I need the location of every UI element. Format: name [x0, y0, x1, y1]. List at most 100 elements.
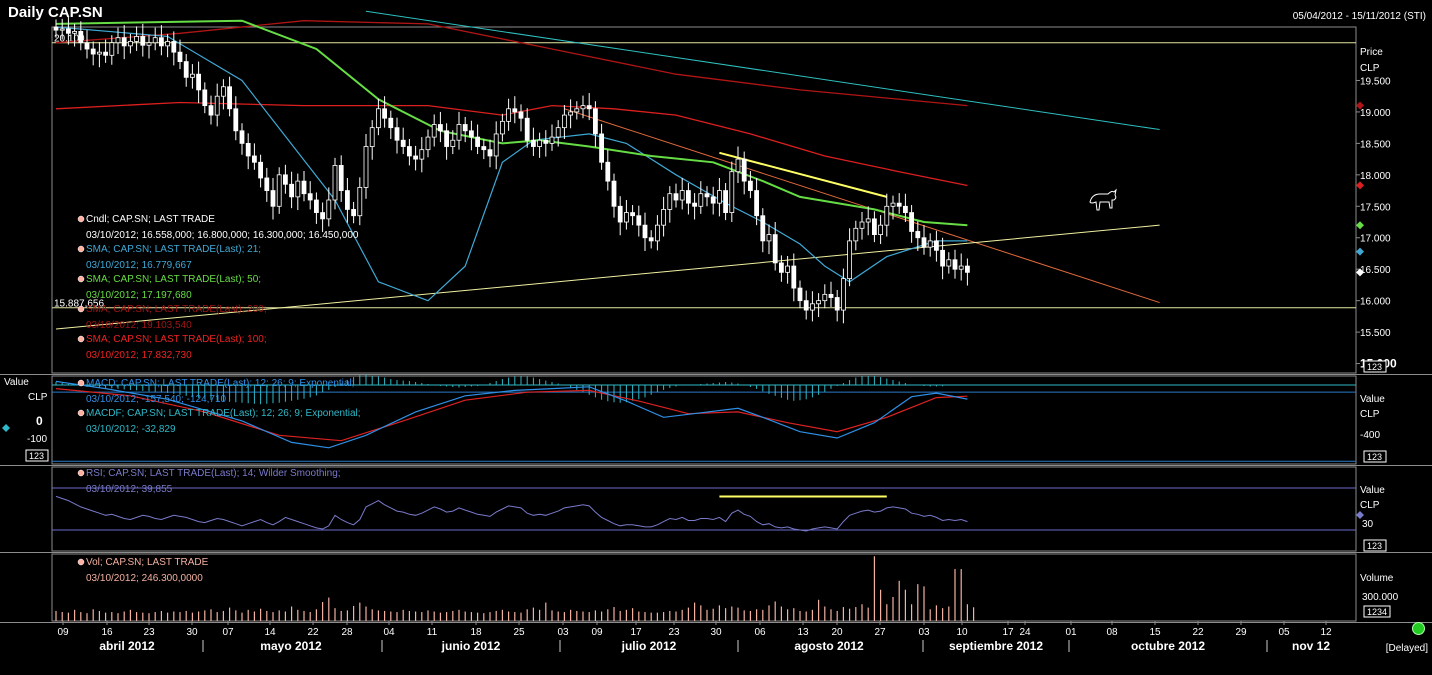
candle-body — [140, 36, 146, 46]
x-tick-label: 18 — [470, 627, 482, 638]
month-label: nov 12 — [1292, 639, 1330, 653]
x-tick-label: 23 — [668, 627, 680, 638]
price-legend-title: SMA; CAP.SN; LAST TRADE(Last); 50; — [86, 274, 261, 285]
volume-panel[interactable]: Volume 300.000 1234 — [55, 556, 1399, 621]
candle-body — [673, 193, 679, 201]
x-tick-label: 05 — [1278, 627, 1290, 638]
macd-left-zero: 0 — [36, 414, 43, 428]
x-tick-label: 04 — [383, 627, 395, 638]
price-panel[interactable]: 19.500 19.000 18.500 18.000 17.500 17.000 16.5… — [52, 10, 1397, 373]
x-tick-label: 17 — [630, 627, 642, 638]
candle-body — [239, 130, 245, 144]
chart-title: Daily CAP.SN — [8, 4, 103, 21]
candle-body — [884, 205, 890, 226]
candle-body — [66, 28, 71, 34]
candle-body — [183, 61, 189, 78]
candle-body — [946, 259, 952, 267]
price-ytick-label: 16.500 — [1360, 265, 1391, 276]
price-ytick-label: 15.500 — [1360, 328, 1391, 339]
candle-body — [859, 221, 865, 229]
volume-right-title: Volume — [1360, 573, 1394, 584]
sma100-line — [55, 101, 968, 187]
candle-body — [444, 130, 450, 147]
x-tick-label: 09 — [57, 627, 69, 638]
candle-body — [692, 202, 697, 207]
price-legend-values: 03/10/2012; 19.103,540 — [86, 320, 192, 331]
candle-body — [828, 293, 834, 298]
candle-body — [208, 105, 214, 116]
candle-body — [462, 124, 468, 132]
candle-body — [301, 180, 307, 195]
date-range: 05/04/2012 - 15/11/2012 (STI) — [1292, 11, 1426, 22]
candle-body — [779, 262, 784, 273]
sma200-line — [55, 20, 968, 107]
rsi-right-title: Value — [1360, 485, 1385, 496]
candle-body — [965, 265, 970, 273]
bull-icon — [1089, 188, 1117, 211]
candle-body — [121, 37, 127, 47]
candle-body — [369, 127, 375, 147]
candle-body — [363, 146, 369, 188]
price-legend-values: 03/10/2012; 16.779,667 — [86, 260, 192, 271]
candle-body — [419, 149, 425, 160]
volume-legend-marker-icon — [77, 558, 85, 566]
candle-body — [84, 42, 90, 50]
candle-body — [940, 249, 945, 267]
volume-legend-values: 03/10/2012; 246.300,0000 — [86, 573, 203, 584]
x-tick-label: 14 — [264, 627, 276, 638]
candle-body — [487, 149, 493, 157]
macd-signal-line — [55, 388, 968, 442]
connection-status-icon — [1412, 622, 1425, 635]
price-legend-title: SMA; CAP.SN; LAST TRADE(Last); 200; — [86, 304, 267, 315]
rsi-marker-icon — [1356, 511, 1364, 519]
candle-body — [772, 234, 778, 264]
candle-body — [921, 237, 927, 248]
candle-body — [537, 139, 542, 147]
candle-body — [146, 42, 152, 46]
candle-body — [413, 155, 419, 160]
price-ytick-label: 18.000 — [1360, 171, 1391, 182]
candle-body — [165, 41, 171, 47]
rsi-legend-values: 03/10/2012; 39,855 — [86, 484, 173, 495]
candle-body — [865, 218, 871, 223]
macd-legend-values: 03/10/2012; -157,540; -124,710 — [86, 394, 227, 405]
price-hline-label: 20.100 — [54, 34, 85, 45]
candle-body — [332, 164, 338, 201]
candle-body — [679, 190, 685, 201]
rsi-right-box-label: 123 — [1367, 541, 1382, 551]
candle-body — [72, 31, 77, 34]
panel-frame-rsi — [51, 466, 1357, 552]
candle-body — [903, 205, 908, 213]
trend-yellow-line — [719, 151, 888, 198]
candle-body — [735, 158, 741, 173]
candle-body — [704, 193, 710, 198]
volume-right-tick: 300.000 — [1362, 592, 1399, 603]
candle-body — [890, 202, 896, 207]
rsi-panel[interactable]: Value CLP 30 123 — [52, 485, 1387, 552]
candle-body — [177, 51, 183, 62]
x-tick-label: 12 — [1320, 627, 1332, 638]
candle-body — [636, 215, 642, 226]
candle-body — [723, 190, 728, 213]
x-tick-label: 16 — [101, 627, 113, 638]
candle-body — [518, 111, 524, 119]
macd-left-neg: -100 — [27, 434, 47, 445]
macd-right-unit: CLP — [1360, 409, 1380, 420]
candle-body — [729, 171, 735, 213]
x-tick-label: 24 — [1019, 627, 1031, 638]
price-legend-values: 03/10/2012; 17.197,680 — [86, 290, 192, 301]
macd-legend-title: MACD; CAP.SN; LAST TRADE(Last); 12; 26; … — [86, 378, 354, 389]
macd-panel[interactable]: Value CLP 0 -100 123 Value CLP -400 123 — [2, 374, 1387, 463]
candle-body — [568, 111, 573, 116]
candle-body — [531, 139, 536, 147]
candle-body — [103, 51, 108, 56]
candle-body — [214, 95, 220, 116]
candle-body — [896, 202, 902, 207]
x-tick-label: 25 — [513, 627, 525, 638]
candle-body — [134, 36, 140, 42]
volume-legend-title: Vol; CAP.SN; LAST TRADE — [86, 557, 209, 568]
candle-body — [642, 224, 648, 239]
candle-body — [624, 212, 629, 223]
candle-body — [475, 136, 481, 147]
